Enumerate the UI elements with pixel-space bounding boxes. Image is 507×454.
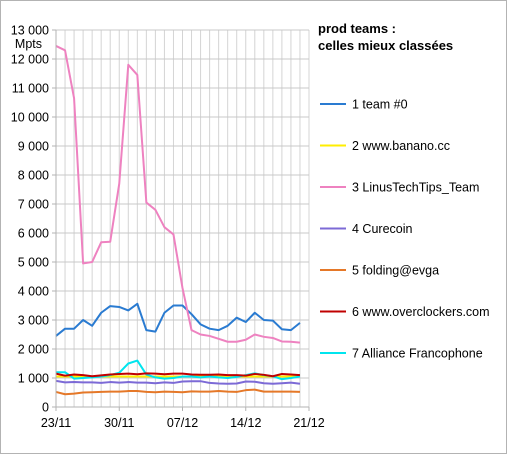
y-tick-label: 3 000 [18,314,49,328]
y-tick-label: 12 000 [11,53,49,67]
x-tick-label: 23/11 [41,416,71,430]
legend-label: 4 Curecoin [352,222,412,236]
x-tick-label: 14/12 [230,416,261,430]
y-tick-label: 8 000 [18,169,49,183]
legend-label: 1 team #0 [352,98,408,112]
legend-label: 5 folding@evga [352,264,439,278]
y-tick-label: 7 000 [18,198,49,212]
series-line [55,302,301,337]
chart-title-line-1: prod teams : [318,21,396,36]
legend-label: 7 Alliance Francophone [352,347,483,361]
legend-label: 3 LinusTechTips_Team [352,181,479,195]
series-line [55,388,300,396]
y-tick-label: 2 000 [18,343,49,357]
series-line [55,45,301,344]
y-tick-label: 1 000 [18,372,49,386]
x-tick-label: 30/11 [104,416,134,430]
y-axis-ticks: 0 1 000 2 000 3 000 4 000 5 000 6 000 7 000 8 00… [11,24,56,415]
legend-label: 6 www.overclockers.com [352,305,490,319]
x-axis-ticks: 23/11 30/11 07/12 14/12 21/12 [41,407,325,430]
y-tick-label: 0 [42,401,49,415]
grid-lines [55,29,310,408]
y-tick-label: 13 000 [11,24,49,38]
chart-title-line-2: celles mieux classées [318,38,453,53]
x-tick-label: 07/12 [167,416,198,430]
x-tick-label: 21/12 [293,416,324,430]
y-tick-label: 10 000 [11,111,49,125]
legend-label: 2 www.banano.cc [352,139,450,153]
y-tick-label: 4 000 [18,285,49,299]
series-line [55,379,301,385]
series-line [55,372,301,378]
legend: 1 team #0 2 www.banano.cc 3 LinusTechTips_… [320,98,490,361]
y-tick-label: 11 000 [12,82,49,96]
y-tick-label: 5 000 [18,256,49,270]
y-tick-label: 6 000 [18,227,49,241]
y-axis-unit: Mpts [15,37,42,51]
series-lines [55,45,301,396]
y-tick-label: 9 000 [18,140,49,154]
